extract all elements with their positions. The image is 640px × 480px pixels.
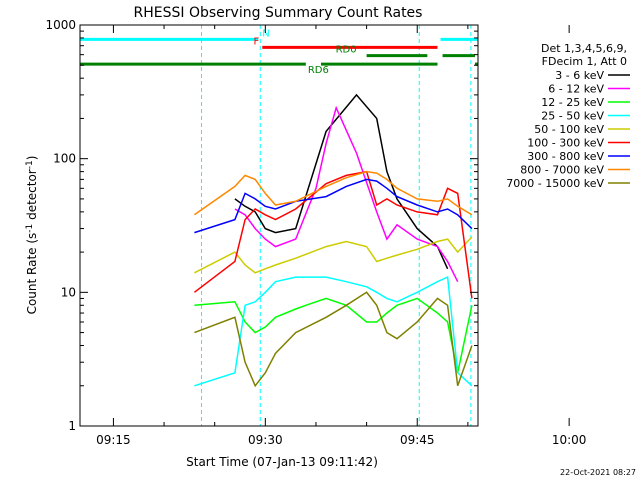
legend-entry-label: 6 - 12 keV	[548, 83, 604, 96]
legend-entry-label: 12 - 25 keV	[541, 96, 604, 109]
flag-label: RD0	[336, 45, 357, 56]
series-line	[193, 170, 473, 216]
flag-label: RD6	[308, 65, 329, 76]
legend-entry-label: 25 - 50 keV	[541, 110, 604, 123]
x-tick-label: 09:45	[400, 433, 435, 447]
legend-entry-label: 50 - 100 keV	[534, 123, 604, 136]
legend-entry-label: 7000 - 15000 keV	[506, 177, 604, 190]
legend-header-line-1: Det 1,3,4,5,6,9,	[541, 42, 627, 55]
chart-title: RHESSI Observing Summary Count Rates	[134, 5, 423, 21]
series-line	[234, 93, 449, 270]
legend-entry-label: 100 - 300 keV	[527, 137, 604, 150]
y-tick-label: 10	[61, 285, 76, 299]
x-tick-label: 10:00	[552, 433, 587, 447]
series-line	[194, 236, 473, 274]
series-line	[234, 105, 459, 283]
y-axis-label: Count Rate (s-1 detector-1)	[25, 156, 39, 315]
legend-entry-label: 800 - 7000 keV	[520, 164, 604, 177]
x-axis-label: Start Time (07-Jan-13 09:11:42)	[186, 455, 378, 469]
legend-entry-label: 300 - 800 keV	[527, 150, 604, 163]
flag-label: N	[262, 28, 269, 39]
legend: Det 1,3,4,5,6,9, FDecim 1, Att 0 3 - 6 k…	[506, 42, 630, 190]
y-tick-label: 1	[68, 419, 76, 433]
plot-area: NF RD0 RD6	[80, 25, 478, 426]
y-tick-label: 1000	[45, 18, 76, 32]
footer-date: 22-Oct-2021 08:27	[560, 468, 636, 477]
x-tick-label: 09:15	[96, 433, 131, 447]
y-tick-label: 100	[53, 152, 76, 166]
x-tick-label: 09:30	[248, 433, 283, 447]
series-line	[194, 275, 473, 387]
y-axis: 1 10 100 1000	[45, 18, 478, 433]
plot-frame	[79, 24, 479, 427]
legend-header-line-2: FDecim 1, Att 0	[542, 55, 627, 68]
legend-entry-label: 3 - 6 keV	[555, 69, 604, 82]
series-line	[194, 178, 473, 234]
flag-label: F	[254, 36, 260, 47]
series-line	[194, 291, 473, 388]
series-line	[193, 170, 473, 299]
